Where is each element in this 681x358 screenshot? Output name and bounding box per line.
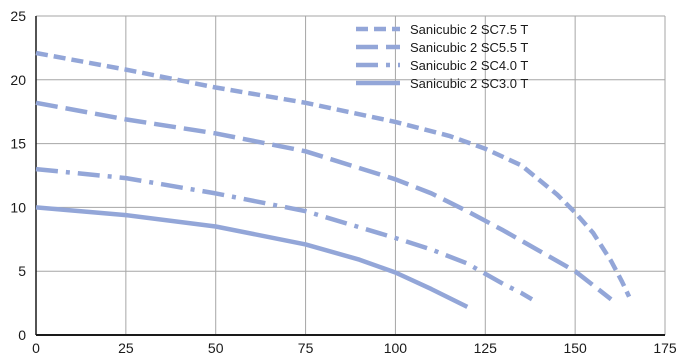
- x-axis: 0 25 50 75 100 125 150 175: [32, 334, 677, 356]
- y-tick-label: 0: [18, 327, 26, 343]
- y-axis: 0 5 10 15 20 25: [10, 8, 37, 343]
- y-tick-label: 10: [10, 199, 26, 215]
- y-tick-label: 25: [10, 8, 26, 24]
- series-line-3: [35, 205, 469, 309]
- y-tick-label: 5: [18, 263, 26, 279]
- x-tick-label: 175: [653, 340, 677, 356]
- series-line-0: [35, 50, 632, 298]
- legend: Sanicubic 2 SC7.5 T Sanicubic 2 SC5.5 T Sa…: [356, 22, 528, 91]
- legend-label: Sanicubic 2 SC4.0 T: [410, 58, 528, 73]
- x-tick-label: 75: [298, 340, 314, 356]
- x-tick-label: 50: [208, 340, 224, 356]
- legend-label: Sanicubic 2 SC7.5 T: [410, 22, 528, 37]
- grid: [36, 15, 666, 335]
- y-tick-label: 15: [10, 136, 26, 152]
- series-line-1: [35, 100, 613, 302]
- x-tick-label: 100: [384, 340, 408, 356]
- x-tick-label: 150: [563, 340, 587, 356]
- y-tick-label: 20: [10, 72, 26, 88]
- legend-label: Sanicubic 2 SC3.0 T: [410, 76, 528, 91]
- x-tick-label: 0: [32, 340, 40, 356]
- x-tick-label: 25: [118, 340, 134, 356]
- series-line-2: [35, 166, 534, 302]
- legend-label: Sanicubic 2 SC5.5 T: [410, 40, 528, 55]
- series-lines: [35, 50, 632, 309]
- x-tick-label: 125: [474, 340, 498, 356]
